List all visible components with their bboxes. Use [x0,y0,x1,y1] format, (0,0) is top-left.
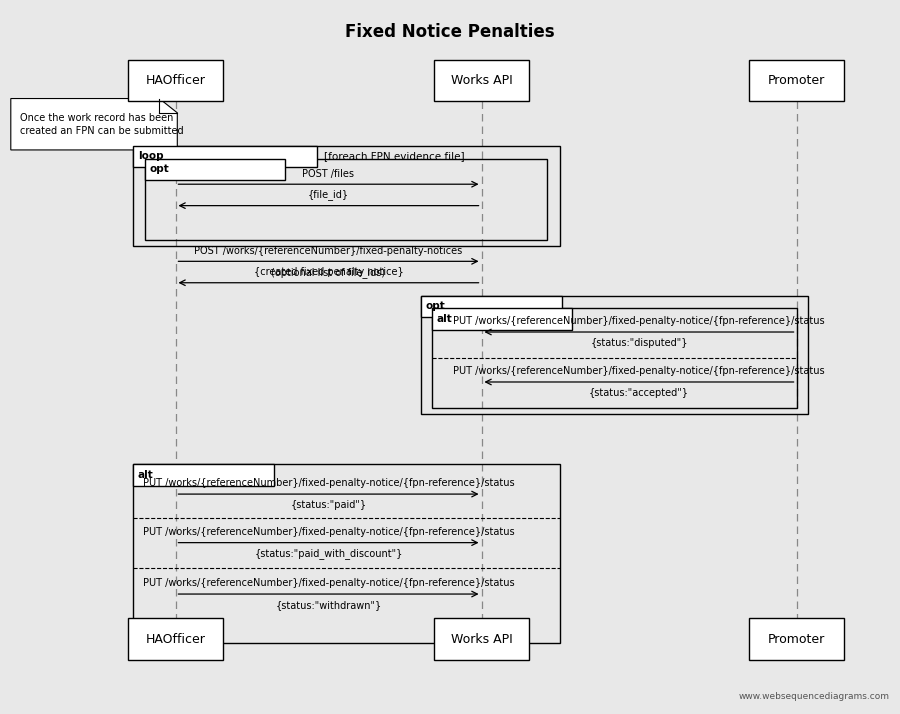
Bar [749,618,844,660]
Text: {status:"withdrawn"}: {status:"withdrawn"} [275,600,382,610]
Text: Fixed Notice Penalties: Fixed Notice Penalties [346,23,554,41]
Text: POST /files: POST /files [302,169,355,178]
Bar [435,60,529,101]
Text: (optional list of file_ids): (optional list of file_ids) [272,267,385,278]
Bar [133,146,317,167]
Bar [145,159,285,180]
Text: Promoter: Promoter [768,633,825,645]
Text: alt: alt [436,314,452,324]
Text: Works API: Works API [451,74,512,87]
Bar [128,618,223,660]
Text: [foreach FPN evidence file]: [foreach FPN evidence file] [324,151,464,161]
Text: {status:"disputed"}: {status:"disputed"} [590,338,688,348]
Bar [133,464,560,643]
Text: alt: alt [138,470,153,480]
Polygon shape [11,99,177,150]
Bar [421,296,562,317]
Bar [145,159,547,240]
Text: {status:"paid"}: {status:"paid"} [291,500,366,510]
Bar [421,296,808,414]
Text: Once the work record has been
created an FPN can be submitted: Once the work record has been created an… [20,113,184,136]
Text: PUT /works/{referenceNumber}/fixed-penalty-notice/{fpn-reference}/status: PUT /works/{referenceNumber}/fixed-penal… [143,478,514,488]
Text: loop: loop [138,151,163,161]
Text: Promoter: Promoter [768,74,825,87]
Text: PUT /works/{referenceNumber}/fixed-penalty-notice/{fpn-reference}/status: PUT /works/{referenceNumber}/fixed-penal… [143,578,514,588]
Bar [432,308,797,408]
Text: HAOfficer: HAOfficer [146,74,205,87]
Bar [749,60,844,101]
Text: opt: opt [149,164,169,174]
Text: Works API: Works API [451,633,512,645]
Bar [435,618,529,660]
Bar [128,60,223,101]
Text: PUT /works/{referenceNumber}/fixed-penalty-notice/{fpn-reference}/status: PUT /works/{referenceNumber}/fixed-penal… [454,366,824,376]
Text: {status:"accepted"}: {status:"accepted"} [589,388,689,398]
Text: {file_id}: {file_id} [308,189,349,200]
Bar [133,146,560,246]
Text: www.websequencediagrams.com: www.websequencediagrams.com [738,692,889,701]
Text: POST /works/{referenceNumber}/fixed-penalty-notices: POST /works/{referenceNumber}/fixed-pena… [194,246,463,256]
Text: {status:"paid_with_discount"}: {status:"paid_with_discount"} [255,548,402,559]
Bar [133,464,274,486]
Text: PUT /works/{referenceNumber}/fixed-penalty-notice/{fpn-reference}/status: PUT /works/{referenceNumber}/fixed-penal… [454,316,824,326]
Text: HAOfficer: HAOfficer [146,633,205,645]
Text: {created fixed penalty notice}: {created fixed penalty notice} [254,267,403,277]
Bar [432,308,572,330]
Text: opt: opt [426,301,446,311]
Text: PUT /works/{referenceNumber}/fixed-penalty-notice/{fpn-reference}/status: PUT /works/{referenceNumber}/fixed-penal… [143,527,514,537]
